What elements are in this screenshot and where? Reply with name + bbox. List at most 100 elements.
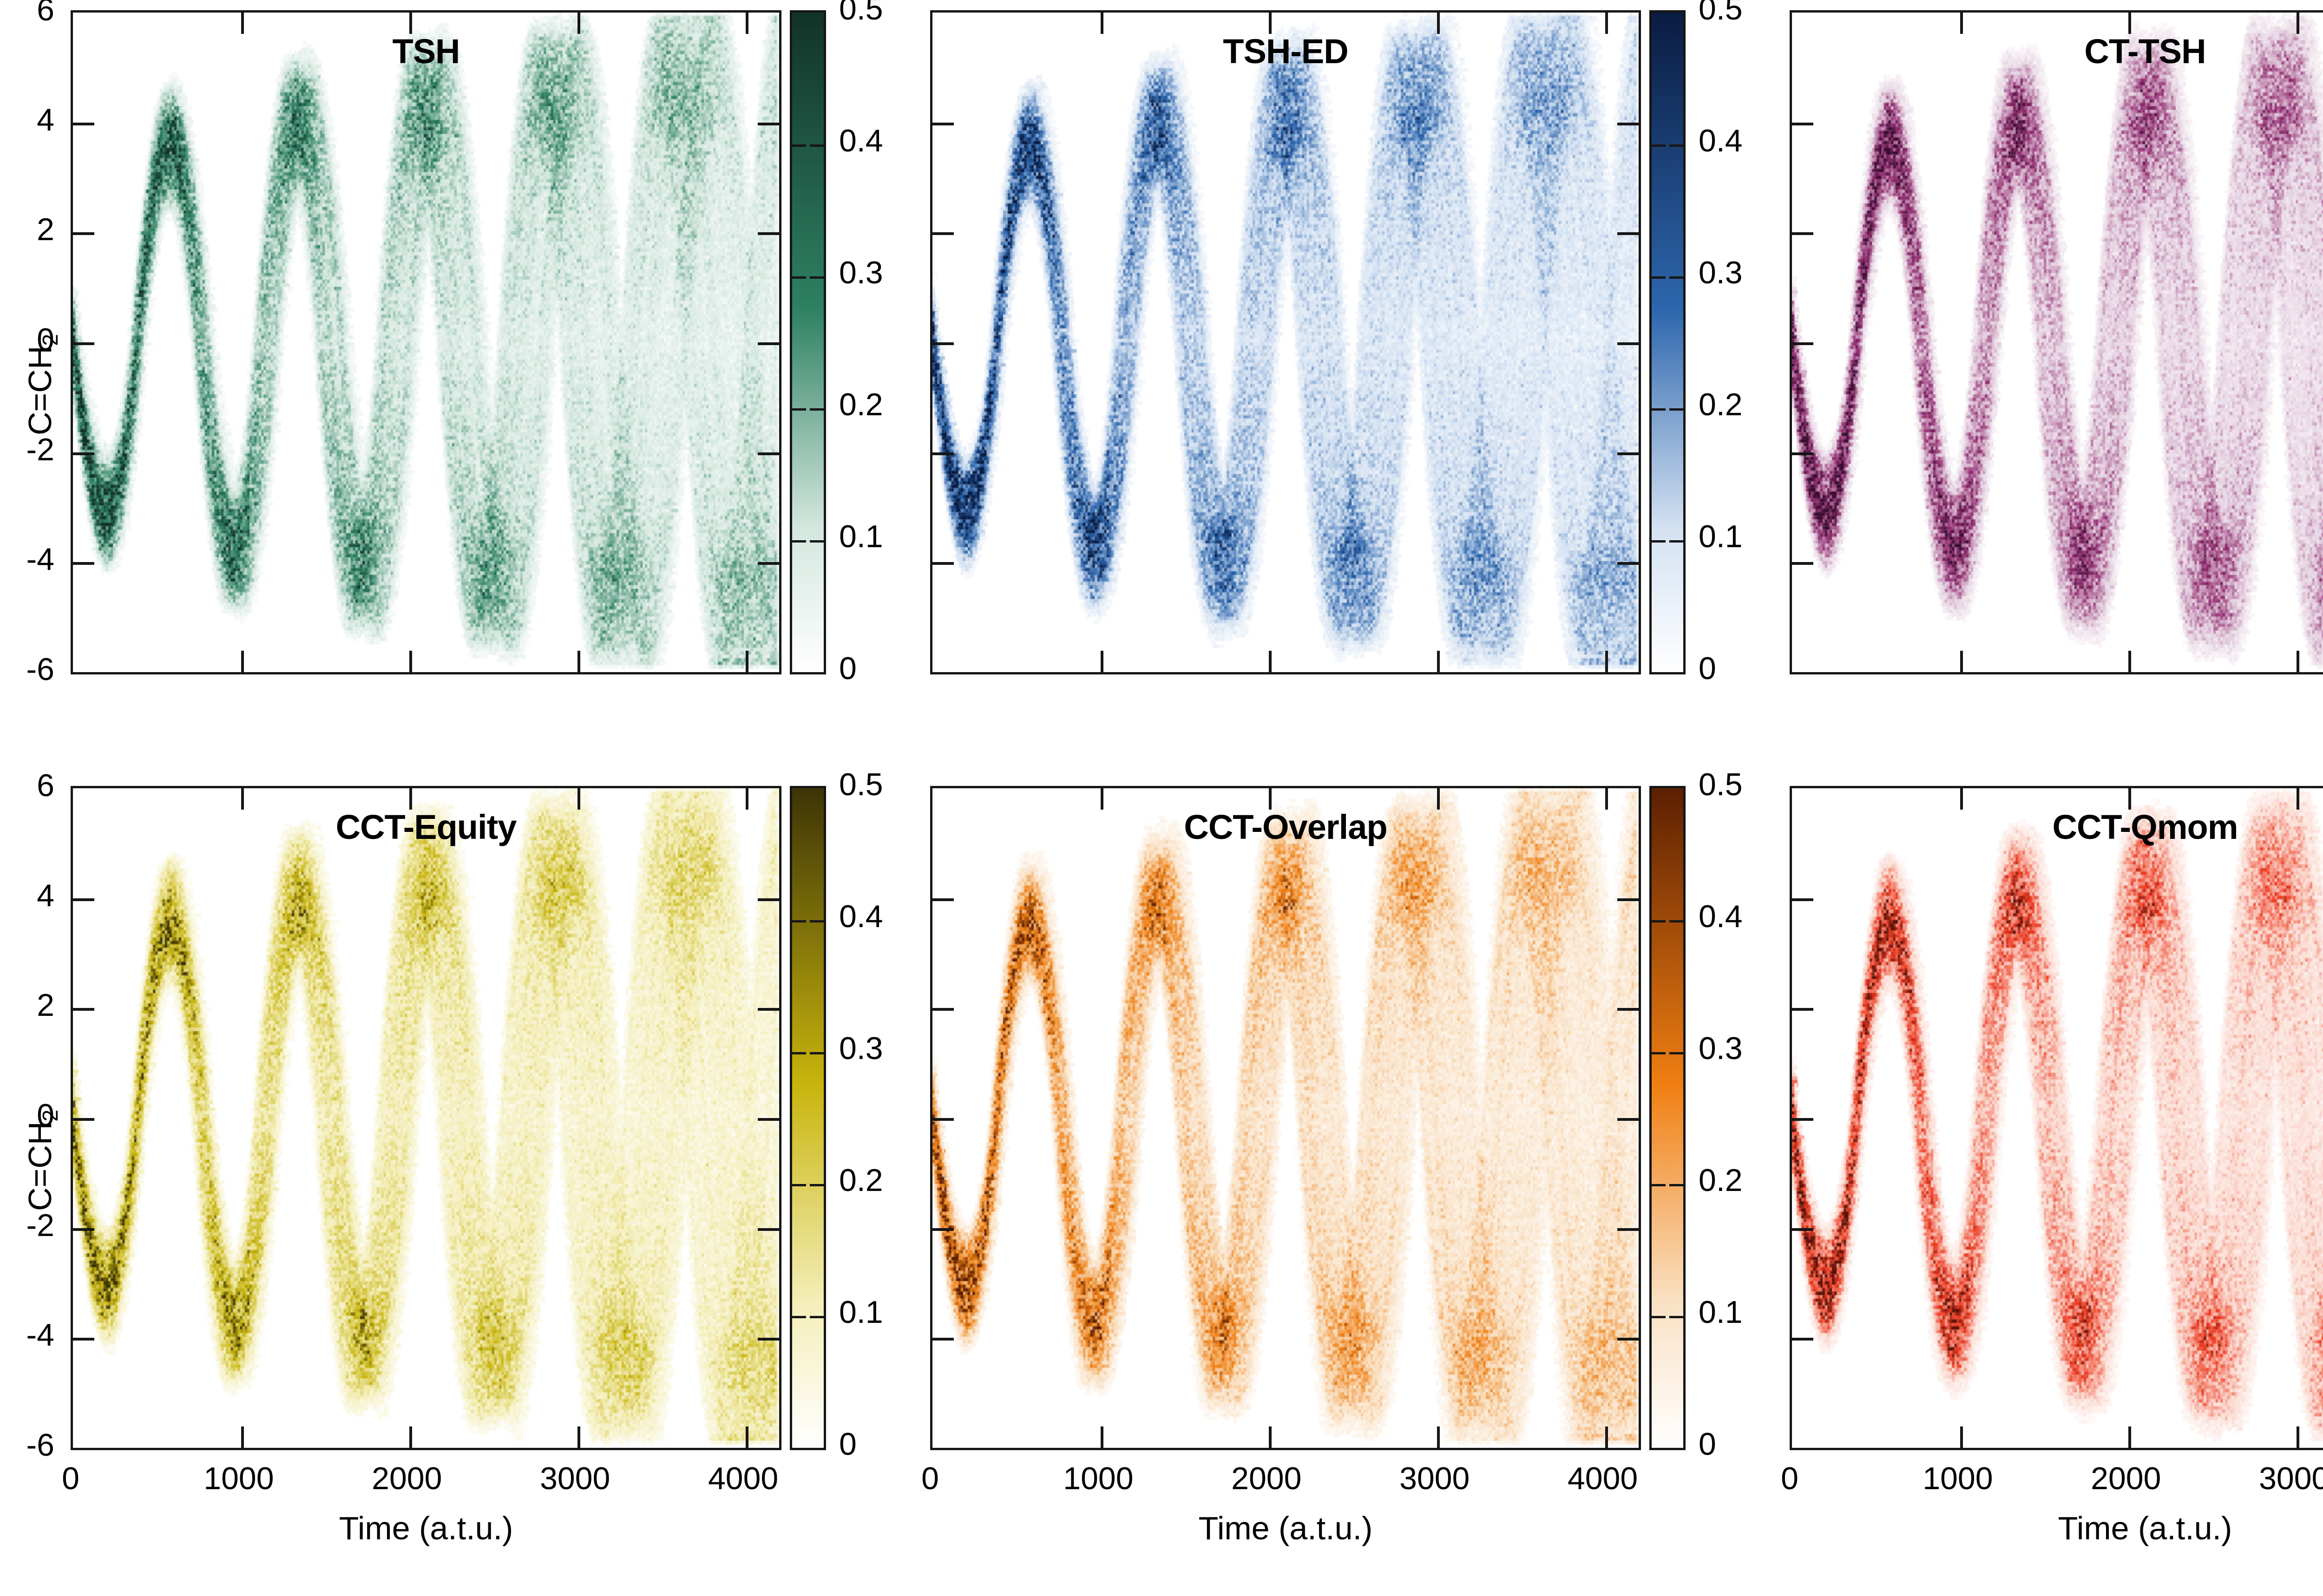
x-axis-title: Time (a.t.u.) bbox=[2058, 1510, 2232, 1546]
y-tick-left bbox=[73, 898, 94, 901]
x-tick-top bbox=[1268, 13, 1272, 34]
colorbar-tick-label: 0.5 bbox=[1699, 767, 1743, 802]
y-tick-left bbox=[1792, 452, 1813, 455]
y-tick-label: 4 bbox=[37, 877, 54, 913]
colorbar-tick-label: 0.3 bbox=[839, 1031, 883, 1066]
y-tick-left bbox=[1792, 898, 1813, 901]
colorbar-tick-label: 0 bbox=[839, 651, 857, 686]
colorbar-tick bbox=[1652, 408, 1666, 411]
y-tick-label: 2 bbox=[37, 212, 54, 248]
y-tick-left bbox=[932, 898, 954, 901]
colorbar-tick-label: 0.5 bbox=[839, 767, 883, 802]
y-tick-left bbox=[932, 342, 954, 345]
colorbar-tick bbox=[792, 1316, 806, 1318]
colorbar-tick-label: 0.3 bbox=[1699, 255, 1743, 290]
x-tick-bottom bbox=[2296, 651, 2299, 672]
heatmap-canvas bbox=[73, 788, 779, 1448]
colorbar-gradient bbox=[792, 13, 824, 672]
x-tick-top bbox=[409, 788, 412, 810]
colorbar-tick bbox=[810, 540, 824, 543]
y-tick-label: -2 bbox=[26, 1207, 54, 1243]
y-tick-left bbox=[73, 1228, 94, 1231]
colorbar-tick-label: 0.4 bbox=[1699, 123, 1743, 158]
colorbar-tick-label: 0 bbox=[839, 1426, 857, 1462]
colorbar-tick-label: 0.2 bbox=[839, 387, 883, 422]
y-tick-right bbox=[758, 898, 779, 901]
colorbar-tick bbox=[792, 1184, 806, 1186]
colorbar-tick-label: 0.2 bbox=[1699, 1163, 1743, 1198]
colorbar-tick-label: 0.3 bbox=[839, 255, 883, 290]
y-tick-label: -6 bbox=[26, 652, 54, 687]
x-tick-bottom bbox=[409, 651, 412, 672]
y-tick-left bbox=[73, 122, 94, 125]
y-tick-label: 0 bbox=[37, 322, 54, 357]
colorbar-tick-label: 0.1 bbox=[839, 1295, 883, 1330]
heatmap-panel-cct-overlap bbox=[930, 786, 1641, 1450]
colorbar-gradient bbox=[1652, 13, 1683, 672]
x-tick-top bbox=[577, 788, 580, 810]
x-tick-top bbox=[577, 13, 580, 34]
colorbar-tick bbox=[1669, 1052, 1683, 1054]
heatmap-panel-cct-equity bbox=[71, 786, 781, 1450]
x-tick-top bbox=[2128, 788, 2131, 810]
x-axis-title: Time (a.t.u.) bbox=[339, 1510, 513, 1546]
colorbar-gradient bbox=[792, 788, 824, 1448]
panel-title: CCT-Qmom bbox=[2052, 808, 2238, 846]
colorbar-tick bbox=[1652, 920, 1666, 922]
heatmap-panel-tsh bbox=[71, 10, 781, 674]
y-tick-right bbox=[758, 1118, 779, 1121]
x-tick-top bbox=[745, 13, 748, 34]
heatmap-panel-cct-qmom bbox=[1790, 786, 2323, 1450]
y-tick-left bbox=[932, 232, 954, 235]
y-tick-right bbox=[1617, 898, 1639, 901]
y-tick-label: 4 bbox=[37, 102, 54, 137]
colorbar-tick bbox=[1652, 1184, 1666, 1186]
colorbar-tick-label: 0 bbox=[1699, 651, 1716, 686]
colorbar bbox=[790, 786, 826, 1450]
y-tick-right bbox=[758, 452, 779, 455]
y-tick-right bbox=[758, 562, 779, 565]
y-tick-left bbox=[932, 1008, 954, 1011]
colorbar-tick-label: 0.2 bbox=[839, 1163, 883, 1198]
colorbar-tick bbox=[1669, 1316, 1683, 1318]
x-tick-top bbox=[1605, 13, 1608, 34]
y-tick-left bbox=[73, 1118, 94, 1121]
y-tick-left bbox=[932, 452, 954, 455]
y-tick-left bbox=[73, 342, 94, 345]
y-tick-label: -4 bbox=[26, 1317, 54, 1353]
x-tick-top bbox=[2296, 788, 2299, 810]
y-tick-left bbox=[1792, 562, 1813, 565]
colorbar-tick-label: 0.5 bbox=[839, 0, 883, 26]
colorbar bbox=[1649, 10, 1686, 674]
y-tick-right bbox=[758, 342, 779, 345]
colorbar-tick bbox=[1652, 540, 1666, 543]
y-tick-right bbox=[758, 232, 779, 235]
y-tick-label: 2 bbox=[37, 988, 54, 1023]
x-tick-label: 2000 bbox=[372, 1461, 442, 1496]
colorbar-tick-label: 0.1 bbox=[839, 519, 883, 554]
x-tick-bottom bbox=[241, 1426, 244, 1448]
heatmap-panel-tsh-ed bbox=[930, 10, 1641, 674]
y-tick-left bbox=[932, 562, 954, 565]
x-tick-label: 0 bbox=[1781, 1461, 1798, 1496]
colorbar-tick bbox=[810, 408, 824, 411]
y-tick-label: -6 bbox=[26, 1427, 54, 1463]
panel-title: CCT-Overlap bbox=[1184, 808, 1387, 846]
x-tick-top bbox=[241, 13, 244, 34]
y-tick-right bbox=[1617, 452, 1639, 455]
x-tick-label: 0 bbox=[62, 1461, 79, 1496]
colorbar bbox=[1649, 786, 1686, 1450]
x-tick-bottom bbox=[1605, 651, 1608, 672]
x-tick-top bbox=[409, 13, 412, 34]
y-tick-left bbox=[932, 1118, 954, 1121]
y-tick-right bbox=[1617, 1228, 1639, 1231]
y-tick-right bbox=[1617, 1338, 1639, 1341]
x-tick-label: 3000 bbox=[2259, 1461, 2323, 1496]
x-tick-label: 1000 bbox=[1923, 1461, 1993, 1496]
y-tick-left bbox=[1792, 1008, 1813, 1011]
y-tick-left bbox=[73, 1008, 94, 1011]
y-tick-label: -2 bbox=[26, 432, 54, 467]
x-tick-bottom bbox=[1960, 1426, 1963, 1448]
x-tick-bottom bbox=[745, 1426, 748, 1448]
colorbar-tick bbox=[792, 920, 806, 922]
